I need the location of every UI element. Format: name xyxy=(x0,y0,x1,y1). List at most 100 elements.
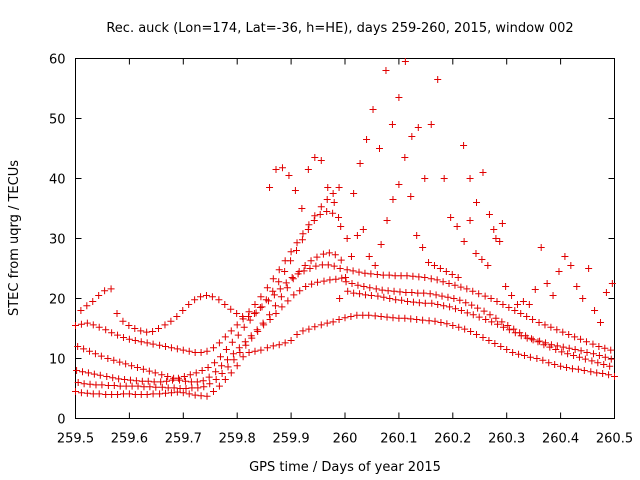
data-point xyxy=(395,94,403,101)
data-point xyxy=(185,301,193,308)
data-point xyxy=(611,373,618,380)
data-point xyxy=(496,238,504,245)
data-point xyxy=(323,208,331,215)
data-point xyxy=(409,272,417,280)
data-point xyxy=(396,288,404,296)
data-point xyxy=(359,311,367,319)
data-point xyxy=(285,172,293,179)
data-point xyxy=(235,344,243,352)
data-point xyxy=(378,286,386,294)
data-point xyxy=(389,196,397,203)
data-point xyxy=(460,142,468,149)
data-point xyxy=(430,262,438,269)
data-point xyxy=(565,344,573,352)
data-point xyxy=(448,271,456,278)
data-point xyxy=(221,376,229,383)
data-point xyxy=(421,299,429,307)
data-point xyxy=(342,278,350,286)
data-point xyxy=(233,362,241,370)
data-point xyxy=(262,296,270,304)
data-point xyxy=(108,329,116,337)
data-point xyxy=(167,317,175,325)
data-point xyxy=(84,369,92,377)
data-point xyxy=(432,291,440,299)
data-point xyxy=(595,352,603,359)
data-point xyxy=(567,262,575,269)
data-point xyxy=(305,221,313,229)
data-point xyxy=(306,265,314,272)
data-point xyxy=(227,305,235,313)
data-point xyxy=(540,341,548,349)
data-point xyxy=(251,347,259,355)
data-point xyxy=(467,328,475,335)
data-point xyxy=(269,275,277,283)
data-point xyxy=(149,340,157,348)
data-point xyxy=(191,349,199,356)
data-point xyxy=(479,169,487,176)
data-point xyxy=(463,285,471,293)
data-point xyxy=(179,307,187,314)
data-point xyxy=(398,296,406,304)
data-point xyxy=(414,289,422,297)
data-point xyxy=(311,154,319,161)
data-point xyxy=(269,342,277,350)
data-point xyxy=(83,389,91,397)
data-point xyxy=(529,336,537,344)
data-point xyxy=(275,266,283,274)
data-point xyxy=(473,331,481,338)
data-point xyxy=(390,287,398,295)
data-point xyxy=(260,321,268,329)
data-point xyxy=(149,390,157,398)
data-point xyxy=(454,274,462,281)
data-point xyxy=(125,322,133,329)
data-point xyxy=(91,350,99,358)
data-point xyxy=(278,303,286,311)
data-point xyxy=(131,337,139,344)
data-point xyxy=(596,319,604,326)
data-point xyxy=(299,230,307,238)
data-point xyxy=(509,349,517,356)
y-tick-label: 10 xyxy=(49,353,66,368)
data-point xyxy=(139,365,147,373)
data-point xyxy=(468,301,476,309)
data-point xyxy=(125,335,133,343)
data-point xyxy=(510,325,518,333)
data-point xyxy=(257,346,265,354)
data-point xyxy=(298,236,306,244)
data-point xyxy=(316,211,324,218)
data-point xyxy=(247,332,255,340)
x-tick-label: 259.6 xyxy=(111,432,148,447)
data-point xyxy=(492,235,500,242)
data-point xyxy=(384,287,392,295)
data-point xyxy=(281,339,289,347)
data-point xyxy=(493,298,501,305)
data-point xyxy=(205,373,213,381)
data-point xyxy=(365,253,373,260)
data-point xyxy=(228,338,236,346)
data-point xyxy=(206,380,214,388)
data-point xyxy=(565,331,573,338)
data-point xyxy=(557,362,565,370)
y-tick-label: 40 xyxy=(49,173,66,188)
data-point xyxy=(599,370,607,377)
data-point xyxy=(413,232,421,239)
data-point xyxy=(275,341,283,349)
data-point xyxy=(256,304,264,311)
data-point xyxy=(433,276,441,284)
data-point xyxy=(534,338,542,346)
x-tick-label: 259.9 xyxy=(272,432,309,447)
data-point xyxy=(239,353,247,361)
data-point xyxy=(245,349,253,356)
data-point xyxy=(371,262,379,269)
data-point xyxy=(253,326,261,334)
data-point xyxy=(331,251,339,259)
data-point xyxy=(488,318,496,326)
data-point xyxy=(254,328,262,335)
data-point xyxy=(80,345,88,353)
data-point xyxy=(324,261,332,269)
data-point xyxy=(143,328,151,336)
data-point xyxy=(335,184,343,191)
data-point xyxy=(144,377,152,385)
data-point xyxy=(185,347,193,355)
data-point xyxy=(215,296,223,304)
